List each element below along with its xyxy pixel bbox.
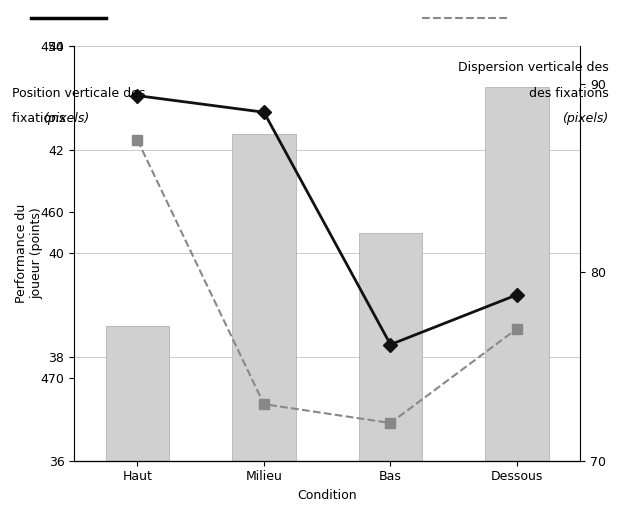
- Bar: [106, 326, 169, 517]
- X-axis label: Condition: Condition: [297, 489, 357, 502]
- Bar: [232, 134, 296, 517]
- Text: Position verticale des: Position verticale des: [12, 86, 146, 100]
- Text: (pixels): (pixels): [43, 112, 89, 126]
- Text: des fixations: des fixations: [529, 86, 609, 100]
- Bar: [486, 87, 548, 517]
- Text: fixations: fixations: [12, 112, 70, 126]
- Y-axis label: Performance du
joueur (points): Performance du joueur (points): [15, 204, 43, 303]
- Text: Dispersion verticale des: Dispersion verticale des: [458, 60, 609, 74]
- Bar: [359, 233, 422, 517]
- Text: (pixels): (pixels): [563, 112, 609, 126]
